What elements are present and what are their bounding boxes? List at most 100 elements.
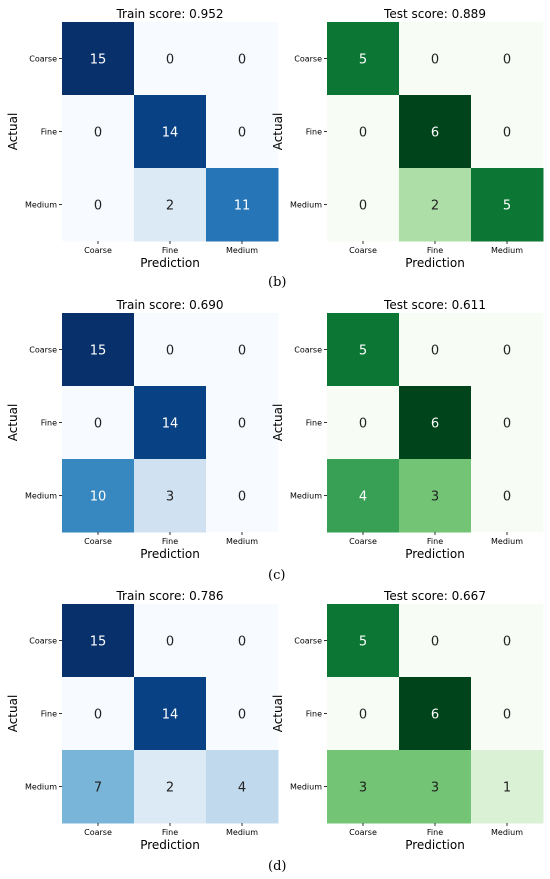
cell-value-label: 0 (238, 490, 246, 505)
heatmap-cell (62, 750, 135, 824)
cell-value-label: 0 (503, 490, 511, 505)
y-tick-label: Medium (290, 492, 322, 501)
cell-value-label: 0 (238, 635, 246, 650)
heatmap-cell (399, 22, 472, 96)
heatmap-3: Train score: 0.690 15 0 0 0 14 0 10 3 0 Coarse Fine… (6, 298, 279, 561)
x-axis-label: Prediction (405, 838, 465, 852)
x-tick-label: Fine (427, 246, 443, 255)
heatmap-cell (327, 750, 400, 824)
heatmap-cell (134, 677, 207, 751)
heatmap-cell (471, 677, 544, 751)
heatmap-cell (134, 750, 207, 824)
cell-value-label: 5 (359, 53, 367, 68)
chart-title: Test score: 0.667 (383, 589, 486, 603)
y-tick-label: Coarse (29, 346, 57, 355)
heatmap-cell (206, 168, 279, 242)
x-tick-label: Fine (162, 246, 178, 255)
heatmap-cell (134, 95, 207, 169)
x-axis-label: Prediction (140, 838, 200, 852)
heatmap-cell (471, 313, 544, 387)
heatmap-cell (471, 604, 544, 678)
chart-title: Train score: 0.690 (115, 298, 223, 312)
y-tick-label: Fine (41, 419, 57, 428)
heatmap-cell (206, 604, 279, 678)
heatmap-cell (399, 750, 472, 824)
heatmap-cell (62, 168, 135, 242)
heatmap-cell (327, 313, 400, 387)
heatmap-cell (399, 604, 472, 678)
heatmap-cell (327, 604, 400, 678)
y-axis-label: Actual (271, 695, 285, 733)
y-tick-label: Coarse (29, 637, 57, 646)
cell-value-label: 0 (359, 417, 367, 432)
cell-value-label: 0 (503, 635, 511, 650)
heatmap-cell (399, 95, 472, 169)
y-axis-label: Actual (271, 113, 285, 151)
cell-value-label: 4 (359, 490, 367, 505)
heatmap-cell (206, 677, 279, 751)
heatmap-cell (206, 459, 279, 533)
cell-value-label: 0 (238, 417, 246, 432)
heatmap-cell (134, 168, 207, 242)
y-tick-label: Fine (306, 710, 322, 719)
cell-value-label: 15 (90, 344, 107, 359)
heatmap-5: Train score: 0.786 15 0 0 0 14 0 7 2 4 Coarse Fine M… (6, 589, 279, 852)
y-tick-label: Medium (25, 201, 57, 210)
heatmap-cell (327, 168, 400, 242)
cell-value-label: 3 (359, 781, 367, 796)
cell-value-label: 0 (238, 53, 246, 68)
x-tick-label: Fine (427, 537, 443, 546)
heatmap-cell (471, 459, 544, 533)
y-tick-label: Coarse (294, 55, 322, 64)
x-tick-label: Medium (226, 537, 258, 546)
x-axis-label: Prediction (405, 547, 465, 561)
heatmap-cell (62, 313, 135, 387)
heatmap-cell (471, 168, 544, 242)
panel-label-c: (c) (268, 568, 286, 583)
cell-value-label: 0 (359, 126, 367, 141)
cell-value-label: 0 (238, 344, 246, 359)
x-tick-label: Fine (162, 828, 178, 837)
cell-value-label: 0 (503, 708, 511, 723)
cell-value-label: 0 (94, 126, 102, 141)
heatmap-cell (62, 22, 135, 96)
heatmap-cell (134, 22, 207, 96)
cell-value-label: 0 (359, 708, 367, 723)
y-tick-label: Fine (306, 128, 322, 137)
cell-value-label: 0 (166, 344, 174, 359)
cell-value-label: 0 (431, 635, 439, 650)
x-tick-label: Medium (491, 246, 523, 255)
heatmap-2: Test score: 0.889 5 0 0 0 6 0 0 2 5 Coarse Fine Medi… (271, 7, 544, 270)
cell-value-label: 2 (431, 199, 439, 214)
heatmap-cell (327, 22, 400, 96)
heatmap-cell (471, 386, 544, 460)
cell-value-label: 2 (166, 199, 174, 214)
y-tick-label: Coarse (294, 637, 322, 646)
x-tick-label: Medium (491, 828, 523, 837)
cell-value-label: 0 (431, 53, 439, 68)
cell-value-label: 6 (431, 708, 439, 723)
heatmap-cell (471, 95, 544, 169)
heatmap-cell (206, 313, 279, 387)
heatmap-cell (206, 95, 279, 169)
panel-label-d: (d) (268, 859, 287, 874)
cell-value-label: 7 (94, 781, 102, 796)
heatmap-cell (134, 459, 207, 533)
chart-title: Train score: 0.786 (115, 589, 223, 603)
cell-value-label: 3 (431, 781, 439, 796)
panel-label-b: (b) (268, 275, 287, 290)
heatmap-cell (399, 677, 472, 751)
cell-value-label: 4 (238, 781, 246, 796)
cell-value-label: 5 (503, 199, 511, 214)
cell-value-label: 0 (431, 344, 439, 359)
heatmap-cell (206, 386, 279, 460)
y-tick-label: Medium (290, 201, 322, 210)
y-tick-label: Medium (290, 783, 322, 792)
cell-value-label: 6 (431, 417, 439, 432)
cell-value-label: 10 (90, 490, 107, 505)
heatmap-cell (327, 677, 400, 751)
y-axis-label: Actual (271, 404, 285, 442)
x-tick-label: Coarse (84, 828, 112, 837)
x-axis-label: Prediction (140, 256, 200, 270)
chart-title: Test score: 0.611 (383, 298, 486, 312)
